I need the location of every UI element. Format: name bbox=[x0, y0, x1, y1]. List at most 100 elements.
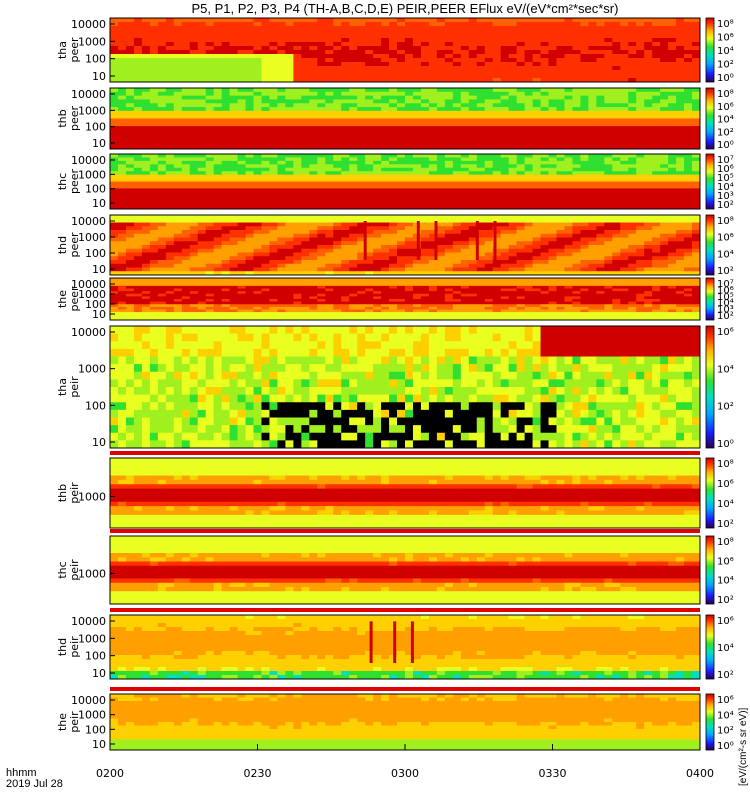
y-tick-label: 10 bbox=[92, 137, 106, 150]
colorbar-thc_peir bbox=[705, 535, 715, 605]
y-tick-label: 10000 bbox=[71, 326, 106, 339]
colorbar-tick-label: 10⁰ bbox=[717, 741, 734, 752]
colorbar-tick-label: 10⁷ bbox=[717, 155, 734, 166]
panel-thd_peer: 10000 1000 100 10 thdpeer 10⁸ 10⁶ 10⁴ 10² bbox=[56, 214, 734, 277]
x-tick-label: 0200 bbox=[96, 767, 124, 780]
y-tick-label: 10000 bbox=[71, 694, 106, 707]
colorbar-tick-label: 10⁴ bbox=[717, 643, 734, 654]
y-tick-label: 10 bbox=[92, 263, 106, 276]
y-tick-label: 10000 bbox=[71, 215, 106, 228]
panel-label-tha_peir: thapeir bbox=[56, 376, 81, 398]
panel-label-the_peir: thepeir bbox=[56, 711, 81, 733]
colorbar-thd_peir bbox=[705, 614, 715, 680]
colorbar-tick-label: 10⁶ bbox=[717, 695, 734, 706]
colorbar-tick-label: 10⁶ bbox=[717, 102, 734, 113]
colorbar-thd_peer bbox=[705, 214, 715, 276]
y-tick-label: 10000 bbox=[71, 18, 106, 31]
panel-label-thc_peer: thcpeer bbox=[56, 169, 81, 195]
colorbar-the_peer bbox=[705, 277, 715, 321]
colorbar-tick-label: 10⁴ bbox=[717, 710, 734, 721]
y-tick-label: 10 bbox=[92, 197, 106, 210]
y-tick-label: 100 bbox=[85, 53, 106, 66]
colorbar-tick-label: 10⁴ bbox=[717, 364, 734, 375]
colorbar-tick-label: 10⁸ bbox=[717, 537, 734, 548]
colorbar-tick-label: 10² bbox=[717, 670, 734, 681]
x-axis-label-hhmm: hhmm bbox=[6, 767, 37, 779]
y-tick-label: 1000 bbox=[78, 567, 106, 580]
y-tick-label: 100 bbox=[85, 723, 106, 736]
colorbar-tick-label: 10⁵ bbox=[717, 292, 734, 303]
colorbar-tick-label: 10⁶ bbox=[717, 556, 734, 567]
y-tick-label: 1000 bbox=[78, 363, 106, 376]
y-tick-label: 10000 bbox=[71, 278, 106, 291]
y-tick-label: 1000 bbox=[78, 168, 106, 181]
y-tick-label: 100 bbox=[85, 650, 106, 663]
panel-gap-stripe bbox=[110, 451, 700, 455]
colorbar-tick-label: 10⁸ bbox=[717, 89, 734, 100]
panel-label-thd_peir: thdpeir bbox=[56, 636, 81, 658]
y-tick-label: 1000 bbox=[78, 632, 106, 645]
colorbar-thc_peer bbox=[705, 153, 715, 210]
colorbar-tick-label: 10² bbox=[717, 127, 734, 138]
panel-label-thb_peer: thbpeer bbox=[56, 106, 81, 132]
colorbar-the_peir bbox=[705, 693, 715, 751]
colorbar-tick-label: 10⁴ bbox=[717, 576, 734, 587]
y-tick-label: 100 bbox=[85, 183, 106, 196]
x-tick-label: 0230 bbox=[244, 767, 272, 780]
y-tick-label: 1000 bbox=[78, 104, 106, 117]
y-tick-label: 10000 bbox=[71, 88, 106, 101]
colorbar-tick-label: 10² bbox=[717, 726, 734, 737]
colorbar-tick-label: 10⁴ bbox=[717, 115, 734, 126]
y-tick-label: 10 bbox=[92, 738, 106, 751]
panel-gap-stripe bbox=[110, 529, 700, 533]
colorbar-thb_peer bbox=[705, 87, 715, 150]
panel-label-thd_peer: thdpeer bbox=[56, 232, 81, 258]
colorbar-tick-label: 10⁴ bbox=[717, 182, 734, 193]
x-tick-label: 0400 bbox=[686, 767, 714, 780]
colorbar-tick-label: 10⁴ bbox=[717, 46, 734, 57]
y-tick-label: 100 bbox=[85, 121, 106, 134]
panel-label-tha_peer: thapeer bbox=[56, 37, 81, 63]
chart-title: P5, P1, P2, P3, P4 (TH-A,B,C,D,E) PEIR,P… bbox=[191, 1, 619, 16]
colorbar-tick-label: 10⁰ bbox=[717, 73, 734, 84]
y-tick-label: 1000 bbox=[78, 288, 106, 301]
colorbar-tha_peer bbox=[705, 17, 715, 83]
colorbar-tick-label: 10⁴ bbox=[717, 249, 734, 260]
colorbar-tick-label: 10⁶ bbox=[717, 616, 734, 627]
y-tick-label: 10 bbox=[92, 308, 106, 321]
y-tick-label: 10 bbox=[92, 70, 106, 83]
panel-gap-stripe bbox=[110, 687, 700, 691]
colorbar-tick-label: 10² bbox=[717, 60, 734, 71]
y-tick-label: 1000 bbox=[78, 491, 106, 504]
colorbar-tick-label: 10⁸ bbox=[717, 19, 734, 30]
colorbar-tick-label: 10⁴ bbox=[717, 499, 734, 510]
panel-thd_peir: 10000 1000 100 10 thdpeir 10⁶ 10⁴ 10² bbox=[56, 614, 734, 681]
x-tick-label: 0300 bbox=[391, 767, 419, 780]
y-tick-label: 100 bbox=[85, 247, 106, 260]
colorbar-tick-label: 10⁶ bbox=[717, 164, 734, 175]
y-tick-label: 10 bbox=[92, 436, 106, 449]
colorbar-tick-label: 10³ bbox=[717, 191, 734, 202]
colorbar-tick-label: 10⁶ bbox=[717, 479, 734, 490]
y-tick-label: 10 bbox=[92, 667, 106, 680]
colorbar-tick-label: 10⁶ bbox=[717, 327, 734, 338]
colorbar-tick-label: 10⁶ bbox=[717, 233, 734, 244]
colorbar-unit-label: [eV/(cm²-s sr eV)] bbox=[738, 707, 749, 786]
panel-label-the_peer: thepeer bbox=[56, 286, 81, 312]
colorbar-tha_peir bbox=[705, 325, 715, 449]
y-tick-label: 10000 bbox=[71, 615, 106, 628]
y-tick-label: 10000 bbox=[71, 154, 106, 167]
colorbar-tick-label: 10² bbox=[717, 266, 734, 277]
colorbar-tick-label: 10² bbox=[717, 311, 734, 322]
y-tick-label: 1000 bbox=[78, 35, 106, 48]
y-tick-label: 100 bbox=[85, 298, 106, 311]
panel-label-thb_peir: thbpeir bbox=[56, 482, 81, 504]
colorbar-tick-label: 10⁶ bbox=[717, 33, 734, 44]
colorbar-tick-label: 10⁵ bbox=[717, 173, 734, 184]
x-axis-label-date: 2019 Jul 28 bbox=[6, 778, 63, 790]
